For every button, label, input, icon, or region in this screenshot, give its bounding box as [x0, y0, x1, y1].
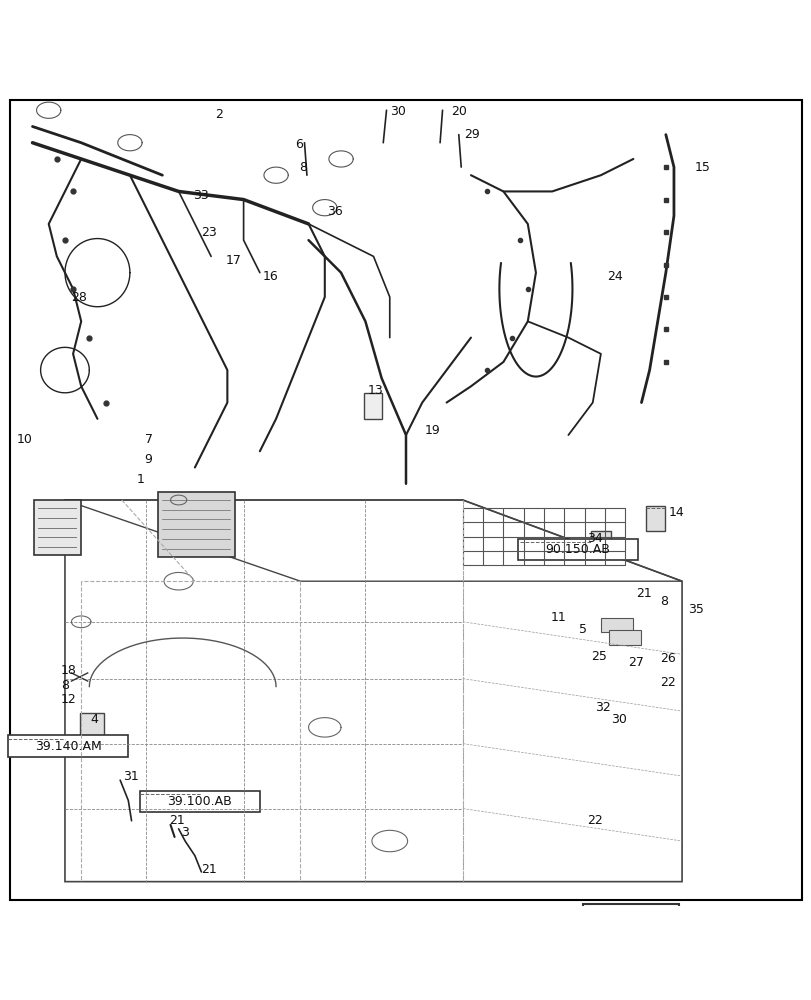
- Text: 29: 29: [464, 128, 479, 141]
- Text: 35: 35: [688, 603, 704, 616]
- Text: 5: 5: [578, 623, 586, 636]
- Text: 39.100.AB: 39.100.AB: [167, 795, 232, 808]
- Text: 18: 18: [61, 664, 77, 677]
- Bar: [8, 735, 128, 757]
- Text: 39.140.AM: 39.140.AM: [35, 740, 101, 753]
- Text: 19: 19: [424, 424, 440, 437]
- Text: 22: 22: [586, 814, 602, 827]
- Bar: [158, 492, 235, 557]
- Bar: [645, 506, 664, 531]
- Bar: [600, 618, 633, 632]
- Text: 11: 11: [550, 611, 565, 624]
- Text: 26: 26: [659, 652, 675, 665]
- Bar: [586, 908, 675, 962]
- Bar: [363, 393, 381, 419]
- Text: 16: 16: [262, 270, 277, 283]
- Text: 4: 4: [90, 713, 98, 726]
- Text: 6: 6: [294, 138, 303, 151]
- Text: 15: 15: [693, 161, 710, 174]
- Bar: [79, 713, 104, 745]
- Text: 17: 17: [225, 254, 242, 267]
- Text: 24: 24: [607, 270, 622, 283]
- Text: 20: 20: [450, 105, 466, 118]
- Bar: [586, 940, 675, 963]
- Text: 8: 8: [659, 595, 667, 608]
- Text: 21: 21: [201, 863, 217, 876]
- Text: 23: 23: [201, 226, 217, 239]
- Text: 13: 13: [367, 384, 383, 397]
- Bar: [139, 791, 260, 812]
- Polygon shape: [589, 908, 670, 944]
- Text: 27: 27: [627, 656, 643, 669]
- Text: 22: 22: [659, 676, 675, 689]
- Text: 34: 34: [586, 532, 602, 545]
- Text: 10: 10: [16, 433, 32, 446]
- Text: 28: 28: [71, 291, 88, 304]
- Text: 32: 32: [594, 701, 610, 714]
- Text: 1: 1: [136, 473, 144, 486]
- Text: 2: 2: [215, 108, 223, 121]
- Text: 21: 21: [169, 814, 184, 827]
- Text: 30: 30: [389, 105, 406, 118]
- Text: 30: 30: [611, 713, 627, 726]
- Text: 25: 25: [590, 650, 607, 663]
- Text: 14: 14: [667, 506, 683, 519]
- Bar: [590, 531, 610, 555]
- Text: 9: 9: [144, 453, 152, 466]
- Polygon shape: [590, 935, 672, 961]
- Bar: [517, 539, 637, 560]
- Text: 7: 7: [144, 433, 152, 446]
- Text: 8: 8: [298, 161, 307, 174]
- Bar: [608, 630, 641, 645]
- Bar: [582, 904, 678, 965]
- Text: 8: 8: [61, 679, 69, 692]
- Text: 90.150.AB: 90.150.AB: [545, 543, 610, 556]
- Text: 3: 3: [181, 826, 189, 839]
- Text: 21: 21: [635, 587, 650, 600]
- Text: 33: 33: [193, 189, 208, 202]
- Text: 36: 36: [327, 205, 342, 218]
- Text: 31: 31: [122, 770, 138, 783]
- Text: 12: 12: [61, 693, 76, 706]
- Bar: [34, 500, 81, 555]
